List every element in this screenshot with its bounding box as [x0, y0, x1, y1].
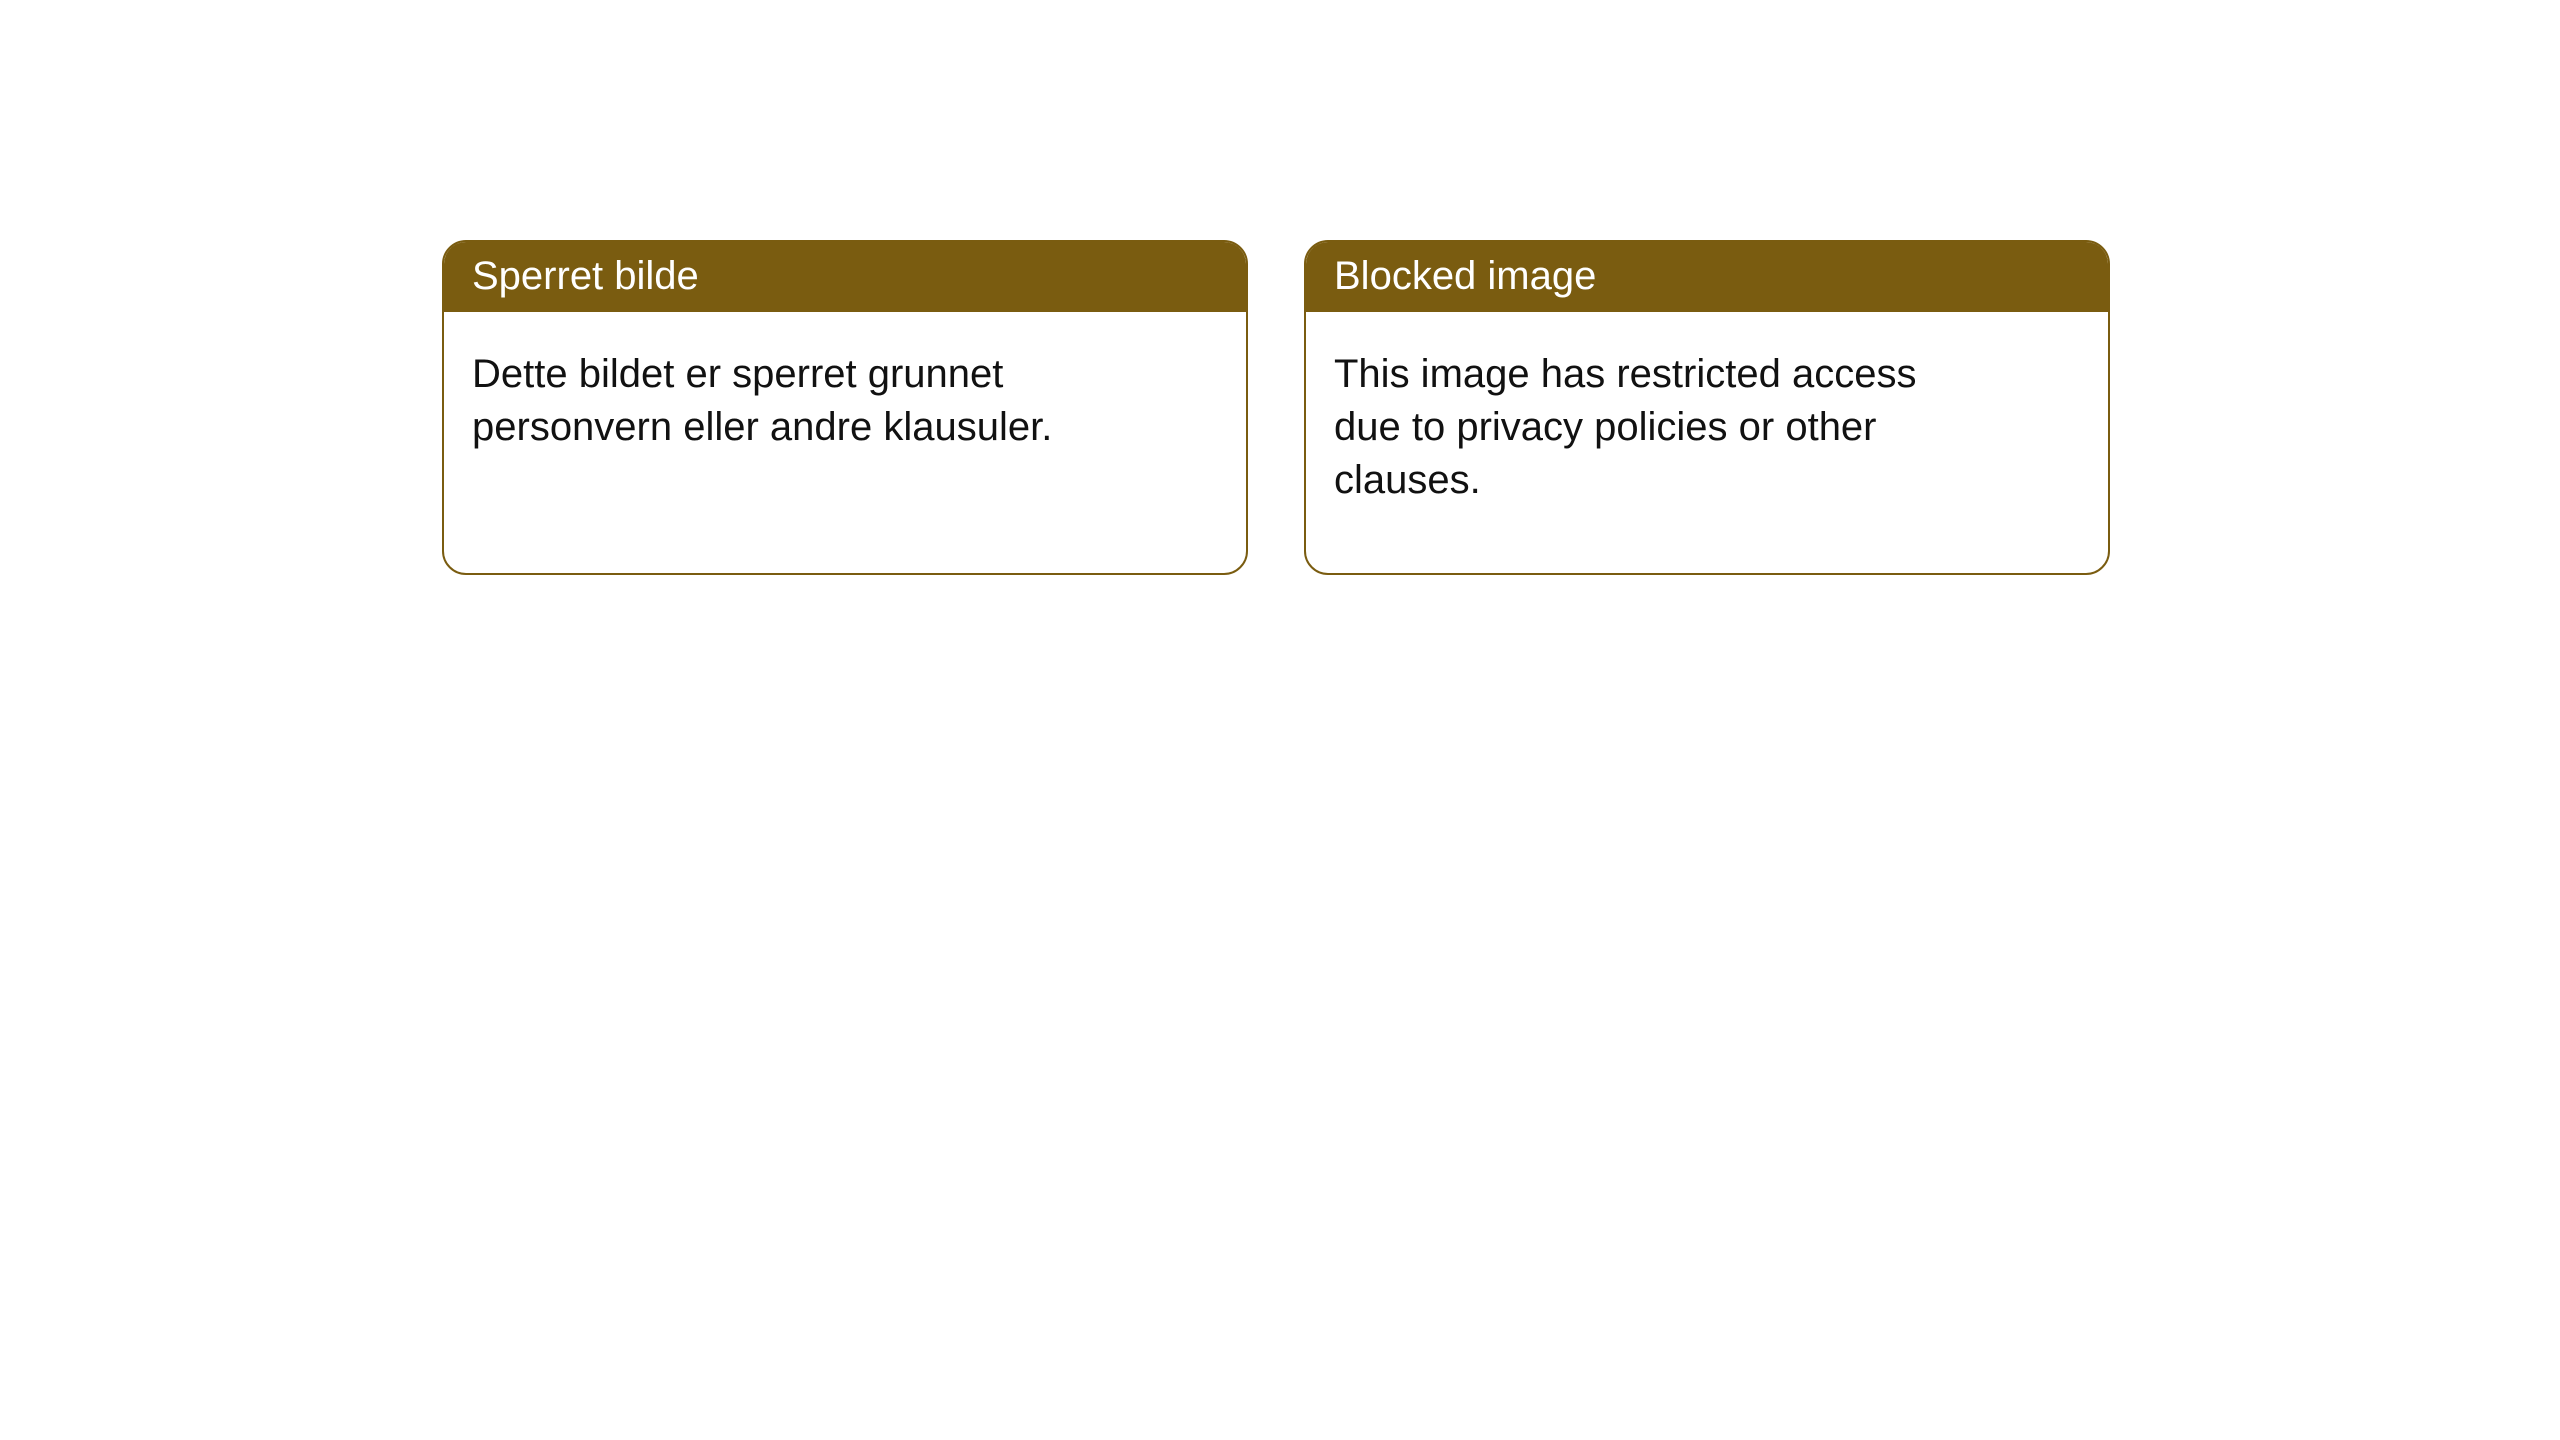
- notice-container: Sperret bilde Dette bildet er sperret gr…: [0, 0, 2560, 575]
- card-header: Sperret bilde: [444, 242, 1246, 312]
- blocked-image-card-en: Blocked image This image has restricted …: [1304, 240, 2110, 575]
- card-body: Dette bildet er sperret grunnet personve…: [444, 312, 1144, 490]
- card-header: Blocked image: [1306, 242, 2108, 312]
- card-body: This image has restricted access due to …: [1306, 312, 2006, 542]
- blocked-image-card-no: Sperret bilde Dette bildet er sperret gr…: [442, 240, 1248, 575]
